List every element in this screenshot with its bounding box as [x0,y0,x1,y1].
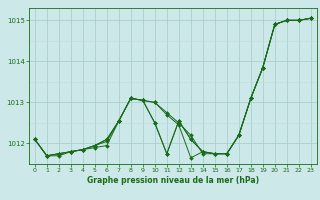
X-axis label: Graphe pression niveau de la mer (hPa): Graphe pression niveau de la mer (hPa) [87,176,259,185]
